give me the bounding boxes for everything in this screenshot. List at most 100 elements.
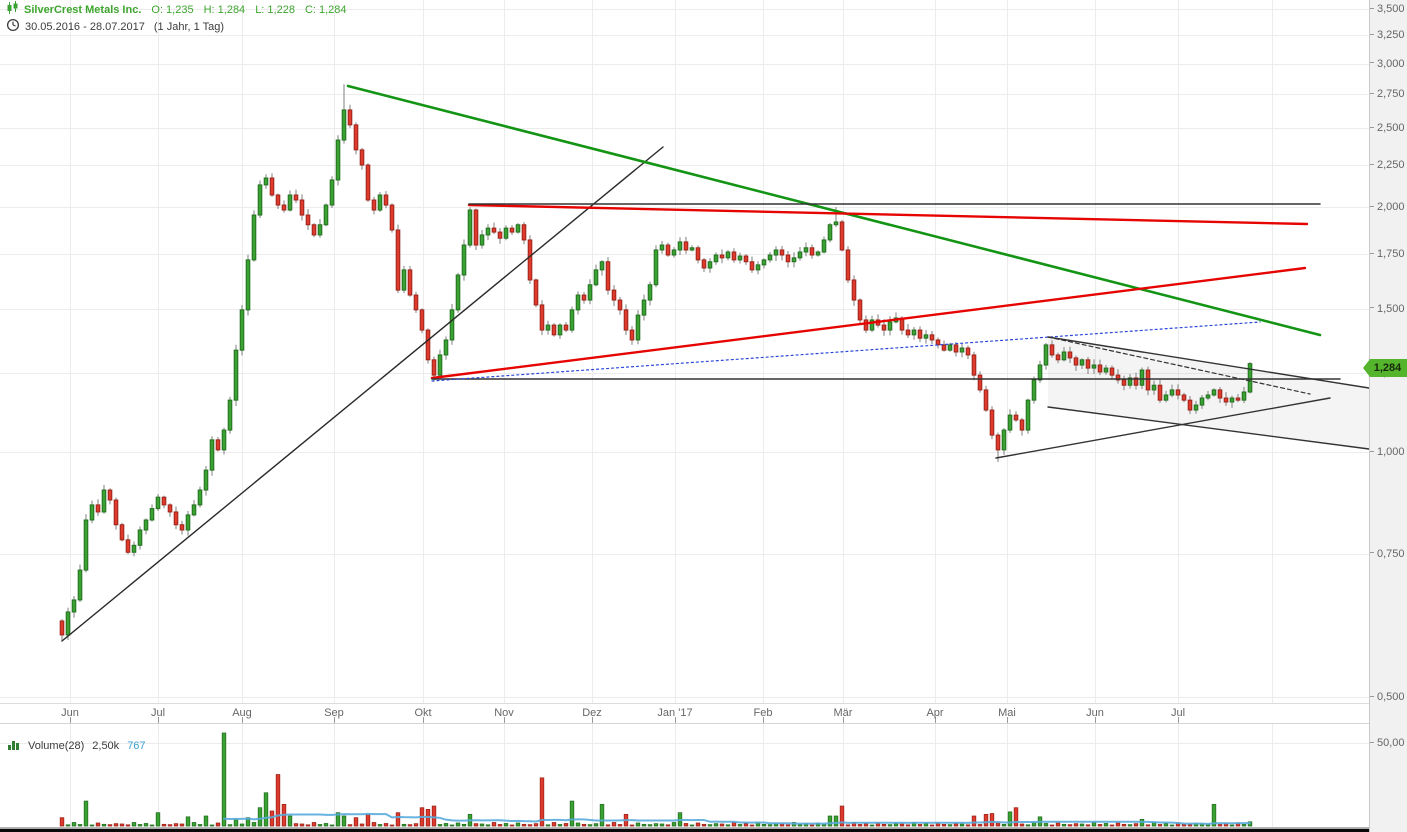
candle-body [1079,359,1085,366]
bottom-scroll-bar[interactable] [0,828,1369,832]
candle-body [1229,397,1235,403]
candle-body [59,620,65,636]
volume-bar [1205,824,1211,827]
volume-bar [461,823,467,827]
volume-bar [317,824,323,827]
volume-bar [611,822,617,827]
volume-bar [863,823,869,827]
candle-body [287,194,293,211]
volume-bar [533,823,539,827]
candle-body [809,247,815,256]
candle-body [989,409,995,436]
candle-body [431,359,437,376]
candle-body [1211,389,1217,396]
volume-bar [1019,823,1025,827]
volume-bar [689,824,695,827]
candle-body [755,264,761,271]
volume-bar [617,824,623,827]
candle-body [1151,384,1157,391]
candle-body [959,347,965,353]
instrument-title[interactable]: SilverCrest Metals Inc. [24,3,142,16]
volume-bar [509,824,515,827]
volume-ma-value: 2,50k [92,739,120,752]
volume-bar [977,824,983,827]
volume-bar [1091,822,1097,827]
axis-tick [1370,695,1374,697]
volume-bar [359,823,365,827]
month-label: Nov [494,707,514,719]
candle-body [203,469,209,491]
volume-bar [65,824,71,827]
volume-bar [401,823,407,827]
candle-body [485,227,491,236]
candle-body [371,199,377,211]
volume-bar [671,822,677,827]
volume-bar [575,822,581,827]
volume-bar [227,824,233,827]
volume-bar [269,810,275,827]
volume-bar [1049,824,1055,827]
volume-indicator-legend[interactable]: Volume(28) 2,50k 767 [7,738,154,753]
interval-label: (1 Jahr, 1 Tag) [153,20,225,33]
volume-bar [287,815,293,827]
candle-body [1199,397,1205,406]
candle-body [1163,394,1169,401]
candle-body [1013,414,1019,421]
volume-bar [1007,811,1013,827]
volume-bar [719,823,725,827]
candle-body [797,251,803,259]
volume-bar [665,824,671,827]
volume-bar [437,824,443,827]
volume-bar [1109,824,1115,827]
volume-bar [599,804,605,827]
volume-bar [1085,824,1091,827]
volume-bar [587,824,593,827]
candle-body [539,304,545,331]
volume-bar [581,823,587,827]
axis-tick [1370,7,1374,9]
candle-body [1181,394,1187,401]
candle-body [329,179,335,206]
candle-body [95,504,101,513]
volume-bar [1145,824,1151,827]
volume-bar [329,824,335,827]
candle-body [1193,404,1199,411]
price-axis-label: 0,750 [1370,547,1405,561]
candle-body [167,504,173,513]
candle-body [497,231,503,239]
channel-lower-line [1047,406,1370,450]
date-range[interactable]: 30.05.2016 - 28.07.2017 [25,20,145,33]
volume-bar [485,824,491,827]
volume-bar [917,824,923,827]
candle-body [869,319,875,331]
candle-body [947,344,953,351]
candle-body [629,329,635,341]
candle-body [743,255,749,263]
candle-body [863,319,869,331]
price-axis[interactable]: 3,500 3,250 3,000 2,750 2,500 2,250 2,000 1,750… [1369,0,1407,832]
volume-bar [125,824,131,827]
candle-body [575,294,581,311]
candle-body [767,254,773,261]
candle-body [311,224,317,236]
volume-bar [995,822,1001,827]
candle-body [335,139,341,181]
volume-bar [1103,823,1109,827]
volume-axis-label: 50,00 [1370,736,1405,750]
volume-bar [149,824,155,827]
volume-bar [551,822,557,827]
candle-body [677,241,683,251]
candle-body [773,249,779,256]
candle-body [719,254,725,259]
candle-body [1187,399,1193,411]
volume-bar [737,824,743,827]
candle-body [905,329,911,336]
candle-body [785,254,791,263]
volume-bar [1031,822,1037,827]
candle-body [269,177,275,196]
month-label: Jul [1170,707,1186,719]
candle-body [155,496,161,510]
price-axis-label: 2,750 [1370,87,1405,101]
axis-tick [1370,205,1374,207]
